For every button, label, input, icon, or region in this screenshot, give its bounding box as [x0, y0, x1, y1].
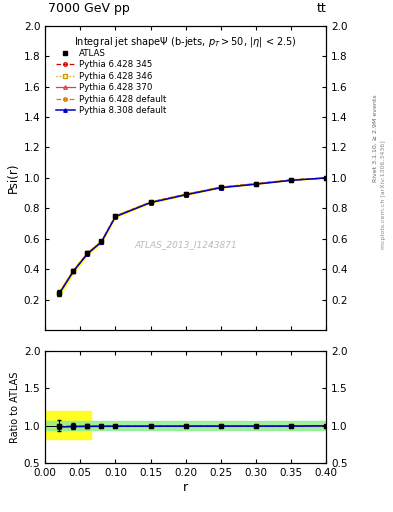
Text: ATLAS_2013_I1243871: ATLAS_2013_I1243871	[134, 241, 237, 249]
Text: Rivet 3.1.10, ≥ 2.9M events: Rivet 3.1.10, ≥ 2.9M events	[373, 94, 378, 182]
Y-axis label: Psi(r): Psi(r)	[7, 163, 20, 193]
X-axis label: r: r	[183, 481, 188, 494]
Text: 7000 GeV pp: 7000 GeV pp	[48, 2, 130, 15]
Text: tt: tt	[316, 2, 326, 15]
Text: Integral jet shape$\Psi$ (b-jets, $p_T$$>$50, $|\eta|$ < 2.5): Integral jet shape$\Psi$ (b-jets, $p_T$$…	[74, 35, 297, 49]
Text: mcplots.cern.ch [arXiv:1306.3436]: mcplots.cern.ch [arXiv:1306.3436]	[381, 140, 386, 249]
Y-axis label: Ratio to ATLAS: Ratio to ATLAS	[9, 371, 20, 443]
Legend: ATLAS, Pythia 6.428 345, Pythia 6.428 346, Pythia 6.428 370, Pythia 6.428 defaul: ATLAS, Pythia 6.428 345, Pythia 6.428 34…	[52, 45, 170, 119]
